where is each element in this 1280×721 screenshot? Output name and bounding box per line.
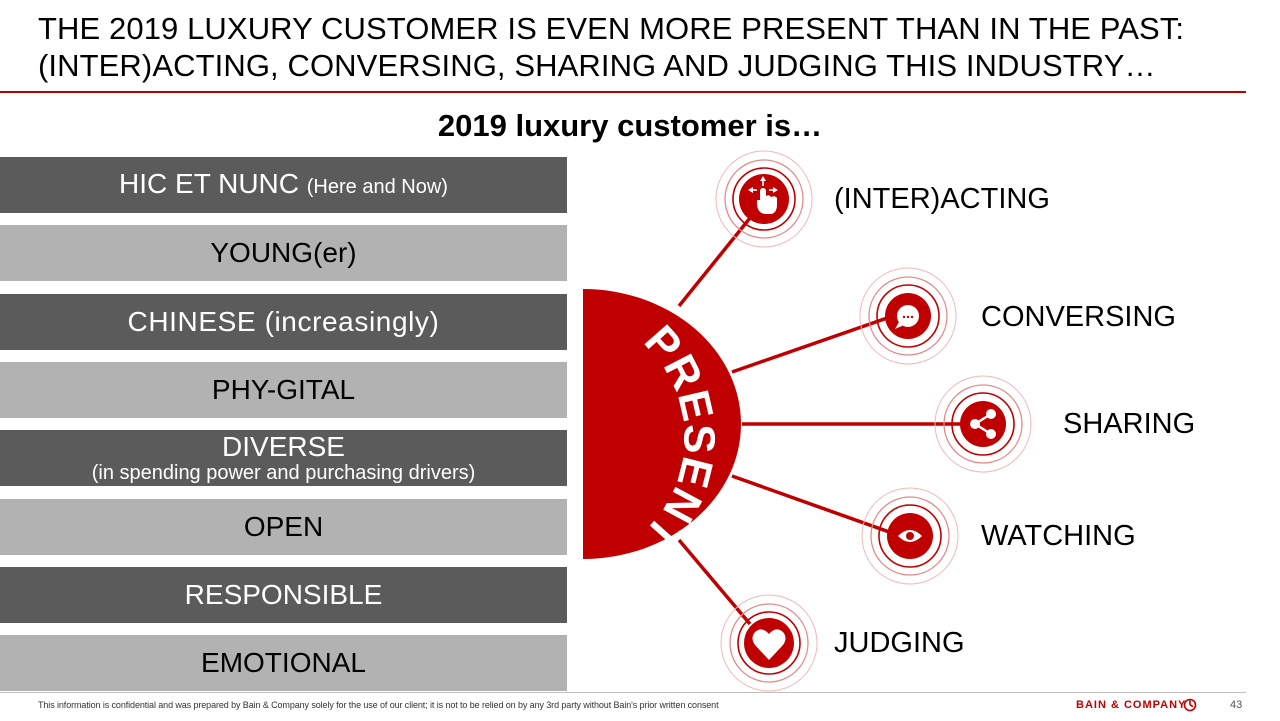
behavior-label-judging: JUDGING [834, 627, 965, 659]
confidentiality-note: This information is confidential and was… [38, 700, 719, 710]
behavior-label-watching: WATCHING [981, 520, 1136, 552]
attribute-note: (in spending power and purchasing driver… [91, 462, 476, 484]
connector-conversing [731, 315, 891, 374]
attribute-bar-responsible: RESPONSIBLE [0, 567, 567, 623]
share-icon [970, 409, 996, 439]
attribute-label: DIVERSE [222, 431, 345, 462]
connector-interacting [677, 216, 752, 308]
section-heading: 2019 luxury customer is… [437, 108, 823, 143]
present-label: PRESENT [635, 316, 724, 560]
behavior-label-interacting: (INTER)ACTING [834, 183, 1050, 215]
attribute-bar-hic-et-nunc: HIC ET NUNC (Here and Now) [0, 157, 567, 213]
hand-pointer-icon [748, 176, 778, 214]
speech-bubble-icon [895, 305, 919, 329]
slide-title: THE 2019 LUXURY CUSTOMER IS EVEN MORE PR… [38, 10, 1238, 84]
attribute-label: CHINESE (increasingly) [127, 306, 440, 337]
watching-node [861, 487, 959, 585]
attribute-label: YOUNG(er) [210, 237, 357, 268]
attribute-note: (Here and Now) [306, 175, 448, 198]
footer-divider [0, 692, 1246, 693]
connector-lines [677, 216, 965, 626]
behavior-label-conversing: CONVERSING [981, 301, 1176, 333]
attribute-label: RESPONSIBLE [184, 579, 383, 610]
conversing-node [859, 267, 957, 365]
brand-wordmark: BAIN & COMPANY [1076, 699, 1187, 711]
attribute-label: PHY-GITAL [211, 374, 356, 405]
attribute-bar-emotional: EMOTIONAL [0, 635, 567, 691]
eye-icon [898, 530, 922, 542]
connector-watching [731, 474, 893, 535]
slide-title-line-1: THE 2019 LUXURY CUSTOMER IS EVEN MORE PR… [38, 11, 1185, 46]
behavior-label-sharing: SHARING [1063, 408, 1196, 440]
bain-logo-icon [1183, 698, 1197, 712]
page-number: 43 [1230, 699, 1243, 711]
judging-node [720, 594, 818, 692]
title-divider [0, 91, 1246, 93]
attribute-label: EMOTIONAL [201, 647, 366, 678]
interacting-node [715, 150, 813, 248]
present-half-disc [583, 289, 741, 559]
connector-judging [677, 538, 752, 626]
attribute-label: OPEN [243, 511, 324, 542]
attribute-bar-open: OPEN [0, 499, 567, 555]
attribute-bar-chinese: CHINESE (increasingly) [0, 294, 567, 350]
sharing-node [934, 375, 1032, 473]
heart-icon [752, 629, 786, 660]
attribute-label: HIC ET NUNC [119, 167, 307, 199]
slide-title-line-2: (INTER)ACTING, CONVERSING, SHARING AND J… [38, 48, 1156, 83]
attribute-bar-younger: YOUNG(er) [0, 225, 567, 281]
attribute-bar-diverse: DIVERSE (in spending power and purchasin… [0, 430, 567, 486]
attribute-bar-phygital: PHY-GITAL [0, 362, 567, 418]
